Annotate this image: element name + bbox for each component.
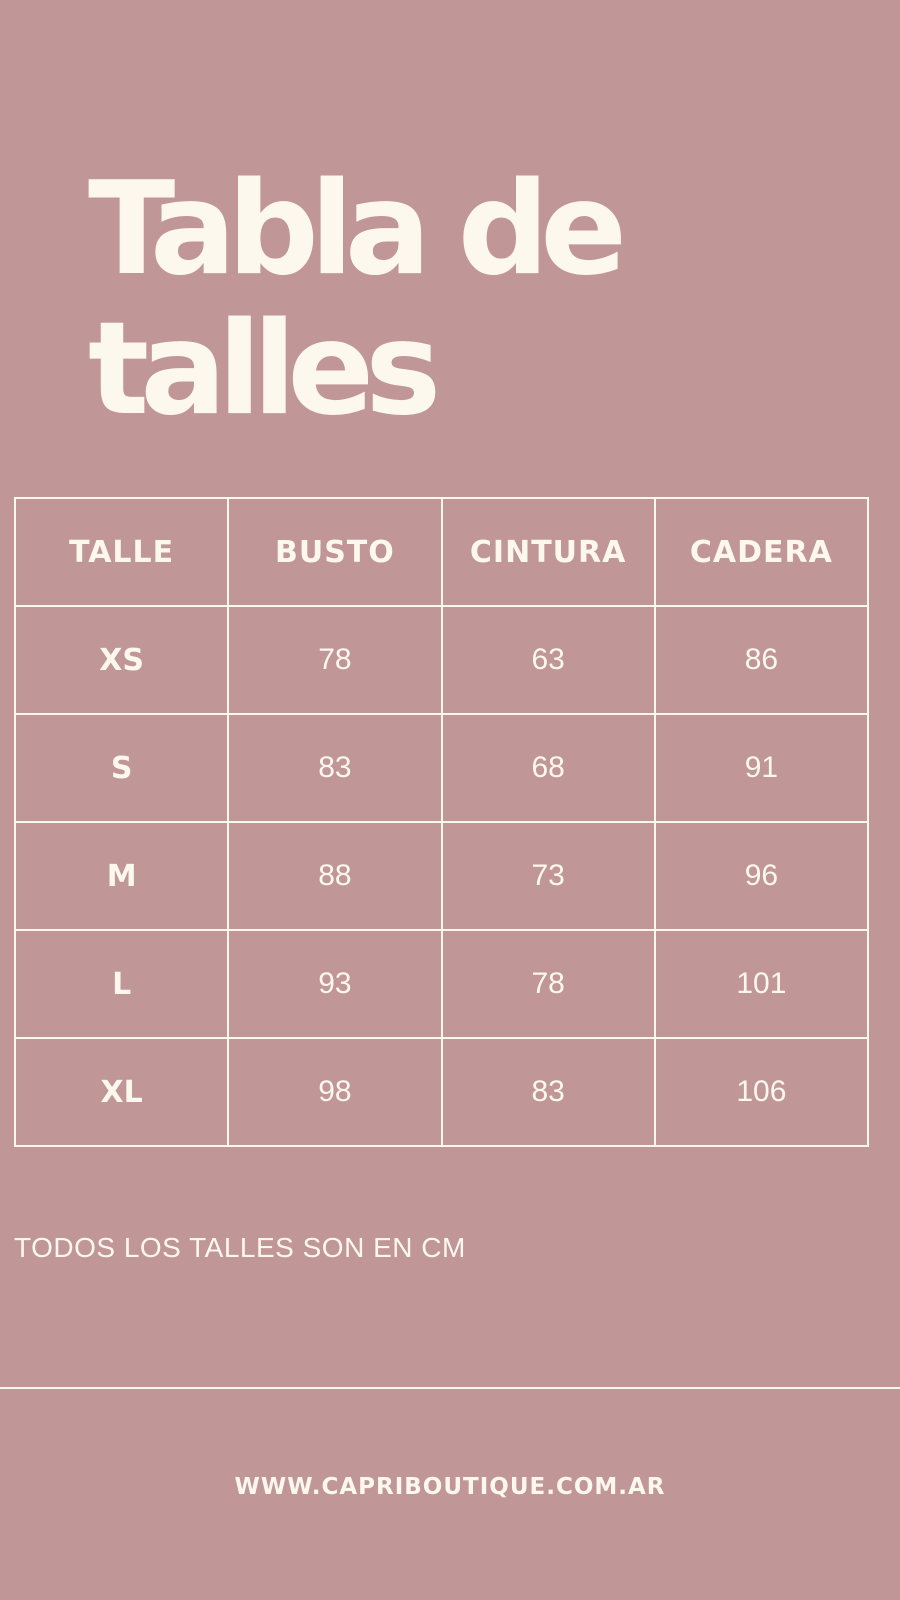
measure-cell: 83 [440, 1037, 656, 1147]
size-table: TALLE BUSTO CINTURA CADERA XS 78 63 86 S 83 68… [13, 497, 870, 1147]
size-cell: XL [13, 1037, 230, 1147]
measure-cell: 91 [653, 713, 870, 823]
table-row: S 83 68 91 [13, 713, 870, 823]
table-row: L 93 78 101 [13, 929, 870, 1039]
table-row: XS 78 63 86 [13, 605, 870, 715]
website-url[interactable]: WWW.CAPRIBOUTIQUE.COM.AR [234, 1474, 666, 1500]
size-cell: XS [13, 605, 230, 715]
table-row: M 88 73 96 [13, 821, 870, 931]
title-line-2: talles [88, 295, 441, 444]
units-note: TODOS LOS TALLES SON EN CM [14, 1232, 466, 1263]
header-busto: BUSTO [227, 497, 443, 607]
measure-cell: 63 [440, 605, 656, 715]
measure-cell: 101 [653, 929, 870, 1039]
measure-cell: 78 [440, 929, 656, 1039]
size-cell: M [13, 821, 230, 931]
table-row: XL 98 83 106 [13, 1037, 870, 1147]
divider [0, 1387, 900, 1389]
measure-cell: 98 [227, 1037, 443, 1147]
header-talle: TALLE [13, 497, 230, 607]
measure-cell: 73 [440, 821, 656, 931]
header-cadera: CADERA [653, 497, 870, 607]
title-line-1: Tabla de [88, 155, 627, 304]
measure-cell: 106 [653, 1037, 870, 1147]
table-header-row: TALLE BUSTO CINTURA CADERA [13, 497, 870, 607]
size-cell: S [13, 713, 230, 823]
measure-cell: 96 [653, 821, 870, 931]
page-title: Tabla de talles [88, 160, 627, 440]
measure-cell: 83 [227, 713, 443, 823]
size-cell: L [13, 929, 230, 1039]
header-cintura: CINTURA [440, 497, 656, 607]
measure-cell: 78 [227, 605, 443, 715]
measure-cell: 68 [440, 713, 656, 823]
measure-cell: 86 [653, 605, 870, 715]
measure-cell: 88 [227, 821, 443, 931]
measure-cell: 93 [227, 929, 443, 1039]
